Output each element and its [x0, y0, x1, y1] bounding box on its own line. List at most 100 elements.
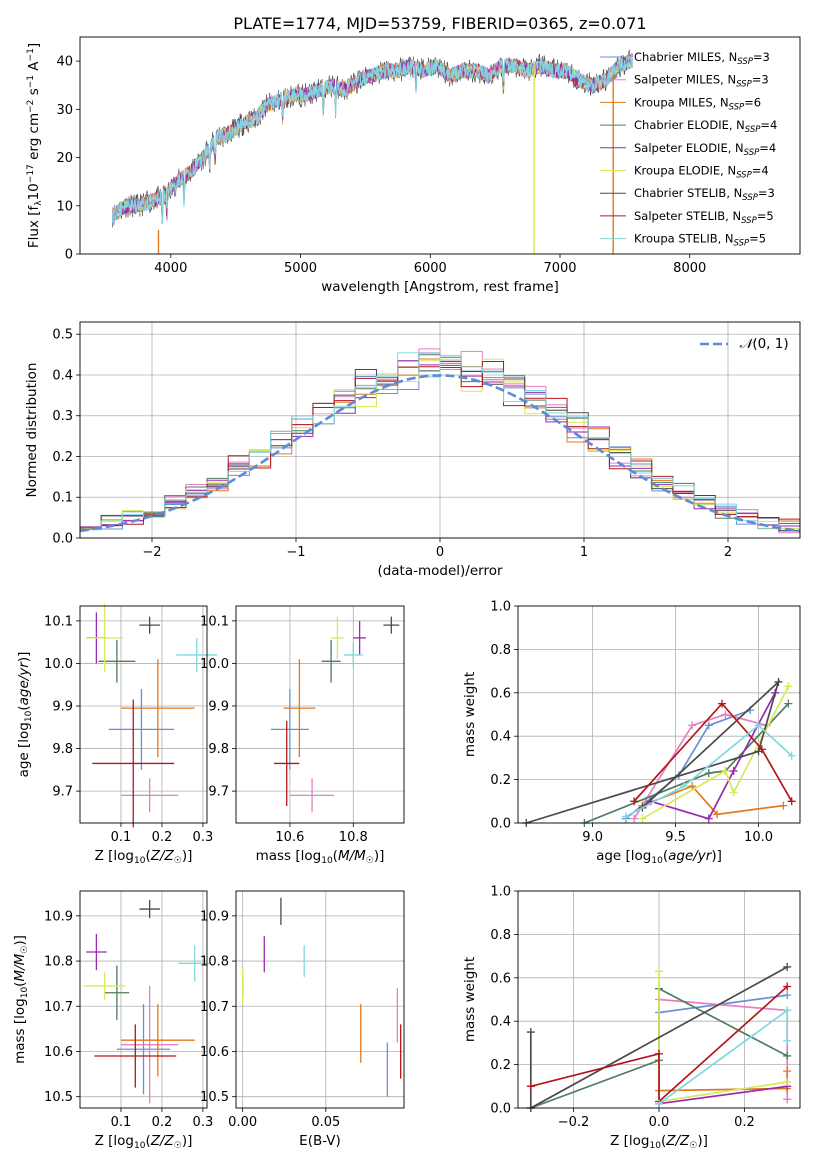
y-tick-label: 10.6	[200, 1045, 229, 1060]
massweight-vs-Z-panel: −0.2 0.0 0.2 0.0 0.2 0.4 0.6 0.8 1.0 Z [log10(Z/Z…	[462, 885, 801, 1151]
label-part: Z [log	[610, 1133, 649, 1149]
data-marker	[721, 710, 730, 719]
label-part: age [log	[596, 848, 651, 864]
y-tick-label: 10.0	[44, 657, 73, 672]
label-part: Z/Z	[665, 1133, 690, 1149]
mass-weight-series	[658, 971, 788, 1103]
label-part: (	[663, 848, 668, 864]
x-tick-label: 5000	[284, 261, 317, 276]
label-part: Flux [f	[26, 204, 42, 248]
legend-subscript: SSP	[736, 80, 752, 90]
y-tick-label: 0.2	[52, 450, 73, 465]
label-part: )]	[182, 848, 193, 864]
y-tick-label: 10.0	[200, 657, 229, 672]
x-tick-label: 10.6	[275, 830, 304, 845]
legend-count: =5	[757, 209, 774, 223]
y-tick-label: 0.4	[490, 730, 511, 745]
data-marker	[779, 801, 788, 810]
x-tick-label: 9.0	[582, 830, 603, 845]
x-tick-label: 0.2	[734, 1115, 755, 1130]
label-part: 10	[20, 987, 30, 999]
x-tick-label: 0.05	[311, 1115, 340, 1130]
mass-vs-ebv-panel: 0.00 0.05 10.5 10.6 10.7 10.8 10.9 E(B-V)	[200, 890, 405, 1149]
data-marker	[526, 1082, 535, 1091]
data-marker	[787, 751, 796, 760]
label-part: age/yr	[16, 661, 32, 706]
data-marker	[783, 991, 792, 1000]
label-part: ☉	[20, 946, 30, 954]
label-part: ]	[26, 43, 42, 48]
data-marker	[718, 699, 727, 708]
label-part: mass [log	[256, 848, 322, 864]
label-part: ☉	[689, 1141, 697, 1151]
label-part: Z/Z	[150, 1133, 175, 1149]
mass-weight-series	[633, 713, 768, 820]
axes-frame	[235, 605, 405, 824]
legend-count: =3	[753, 50, 770, 64]
y-tick-label: 9.8	[52, 742, 73, 757]
y-tick-label: 0.0	[490, 817, 511, 832]
y-tick-label: 9.7	[208, 785, 229, 800]
legend-count: =4	[752, 164, 769, 178]
legend-subscript: SSP	[744, 148, 760, 158]
legend-subscript: SSP	[741, 216, 757, 226]
axes-frame	[79, 890, 208, 1109]
legend-subscript: SSP	[737, 57, 753, 67]
data-marker	[754, 721, 763, 730]
label-part: mass [log	[12, 998, 28, 1064]
axes-frame	[517, 605, 801, 824]
label-part: 10	[651, 856, 663, 866]
label-part: erg cm	[26, 113, 42, 164]
label-part: Z [log	[95, 848, 134, 864]
y-tick-label: 0	[65, 248, 73, 263]
x-tick-label: 0.2	[152, 1115, 173, 1130]
legend-subscript: SSP	[742, 193, 758, 203]
legend-label: Chabrier ELODIE, NSSP=4	[634, 118, 777, 135]
data-marker	[630, 797, 639, 806]
legend-label: Kroupa MILES, NSSP=6	[634, 95, 761, 112]
x-tick-label: 4000	[154, 261, 187, 276]
y-tick-label: 20	[56, 151, 73, 166]
data-marker	[655, 1099, 663, 1108]
y-tick-label: 10.5	[200, 1090, 229, 1105]
x-tick-label: 0.0	[649, 1115, 670, 1130]
label-part: )]	[711, 848, 722, 864]
mass-weight-series	[625, 724, 793, 818]
massweight-vs-age-panel: 9.0 9.5 10.0 0.0 0.2 0.4 0.6 0.8 1.0 age [log10(a…	[462, 600, 801, 866]
label-part: 10	[321, 856, 333, 866]
data-marker	[729, 766, 738, 775]
age-vs-mass-panel: 10.6 10.8 9.7 9.8 9.9 10.0 10.1 mass [log10(M/M…	[200, 605, 405, 866]
y-tick-label: 10.8	[200, 955, 229, 970]
x-tick-label: 6000	[414, 261, 447, 276]
x-axis-label: (data-model)/error	[377, 563, 503, 579]
mass-weight-series	[530, 985, 788, 1104]
residuals-panel: −2 −1 0 1 2 0.0 0.1 0.2 0.3 0.4 0.5 𝒩(0, 1) (data-mo…	[24, 321, 801, 579]
label-part: M/M	[338, 848, 366, 864]
legend-name: Salpeter ELODIE, N	[634, 141, 744, 155]
mass-weight-series	[526, 679, 781, 824]
x-axis-label: E(B-V)	[299, 1133, 341, 1149]
legend-label: 𝒩(0, 1)	[739, 336, 788, 352]
mass-weight-series	[633, 702, 793, 802]
chart-title: PLATE=1774, MJD=53759, FIBERID=0365, z=0…	[233, 14, 646, 33]
legend-name: Kroupa STELIB, N	[634, 232, 734, 246]
legend-label: Chabrier MILES, NSSP=3	[634, 50, 770, 67]
x-tick-label: −1	[286, 545, 305, 560]
mass-weight-series	[658, 1071, 789, 1092]
y-axis-label: Normed distribution	[24, 363, 40, 498]
label-part: (	[145, 848, 150, 864]
y-axis-label: Flux [fλ10−17 erg cm−2 s−1 A−1]	[26, 43, 44, 248]
y-tick-label: 10.8	[44, 955, 73, 970]
label-part: age/yr	[668, 848, 713, 864]
legend-subscript: SSP	[729, 102, 745, 112]
data-marker	[784, 699, 793, 708]
x-tick-label: 9.5	[665, 830, 686, 845]
data-marker	[679, 782, 688, 791]
x-tick-label: −2	[142, 545, 161, 560]
data-marker	[787, 797, 796, 806]
legend-label: Salpeter ELODIE, NSSP=4	[634, 141, 776, 158]
label-part: s	[26, 88, 42, 99]
label-part: (	[12, 982, 28, 987]
data-marker	[704, 814, 713, 823]
data-marker	[783, 1006, 792, 1015]
